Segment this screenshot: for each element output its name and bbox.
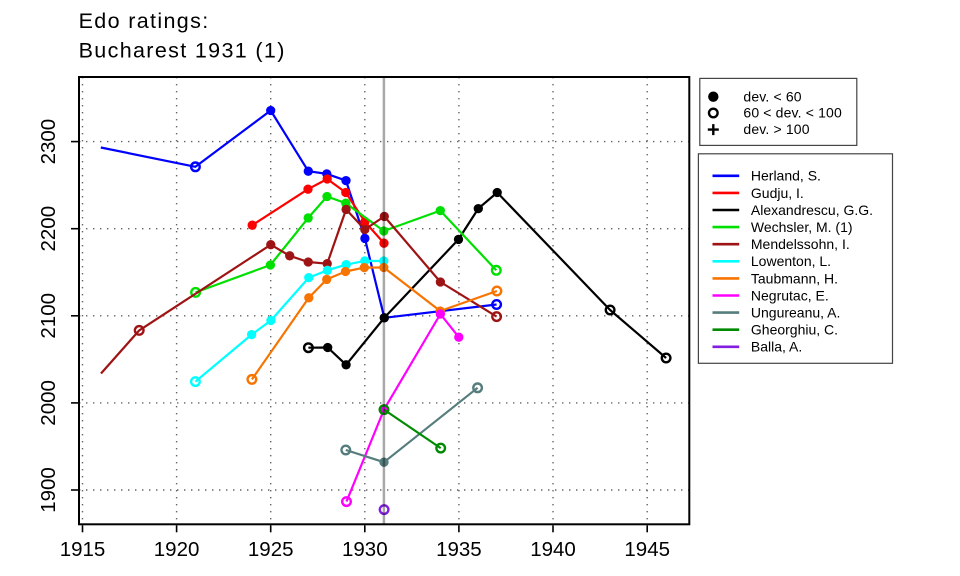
svg-text:Lowenton, L.: Lowenton, L. xyxy=(751,253,831,269)
svg-text:Balla, A.: Balla, A. xyxy=(751,339,802,355)
svg-text:1935: 1935 xyxy=(436,538,482,561)
svg-text:Wechsler, M. (1): Wechsler, M. (1) xyxy=(751,219,853,235)
svg-text:Ungureanu, A.: Ungureanu, A. xyxy=(751,305,841,321)
svg-text:1945: 1945 xyxy=(624,538,670,561)
svg-text:dev. < 60: dev. < 60 xyxy=(743,88,801,104)
svg-text:Herland, S.: Herland, S. xyxy=(751,168,821,184)
svg-text:Edo ratings:: Edo ratings: xyxy=(79,9,210,33)
svg-text:Negrutac, E.: Negrutac, E. xyxy=(751,287,829,303)
svg-text:2100: 2100 xyxy=(37,293,60,339)
svg-text:1900: 1900 xyxy=(37,467,60,513)
svg-text:Bucharest 1931 (1): Bucharest 1931 (1) xyxy=(79,39,286,63)
svg-text:60 < dev. < 100: 60 < dev. < 100 xyxy=(743,105,842,121)
svg-text:Alexandrescu, G.G.: Alexandrescu, G.G. xyxy=(751,202,873,218)
svg-text:2000: 2000 xyxy=(37,380,60,426)
svg-text:2300: 2300 xyxy=(37,119,60,165)
svg-text:1915: 1915 xyxy=(60,538,106,561)
svg-text:Gudju, I.: Gudju, I. xyxy=(751,185,804,201)
svg-text:Taubmann, H.: Taubmann, H. xyxy=(751,270,838,286)
svg-text:Mendelssohn, I.: Mendelssohn, I. xyxy=(751,236,850,252)
svg-text:1920: 1920 xyxy=(154,538,200,561)
svg-text:1930: 1930 xyxy=(342,538,388,561)
svg-text:1925: 1925 xyxy=(248,538,294,561)
svg-text:1940: 1940 xyxy=(530,538,576,561)
svg-text:2200: 2200 xyxy=(37,206,60,252)
svg-text:Gheorghiu, C.: Gheorghiu, C. xyxy=(751,322,838,338)
svg-text:dev. > 100: dev. > 100 xyxy=(743,121,809,137)
